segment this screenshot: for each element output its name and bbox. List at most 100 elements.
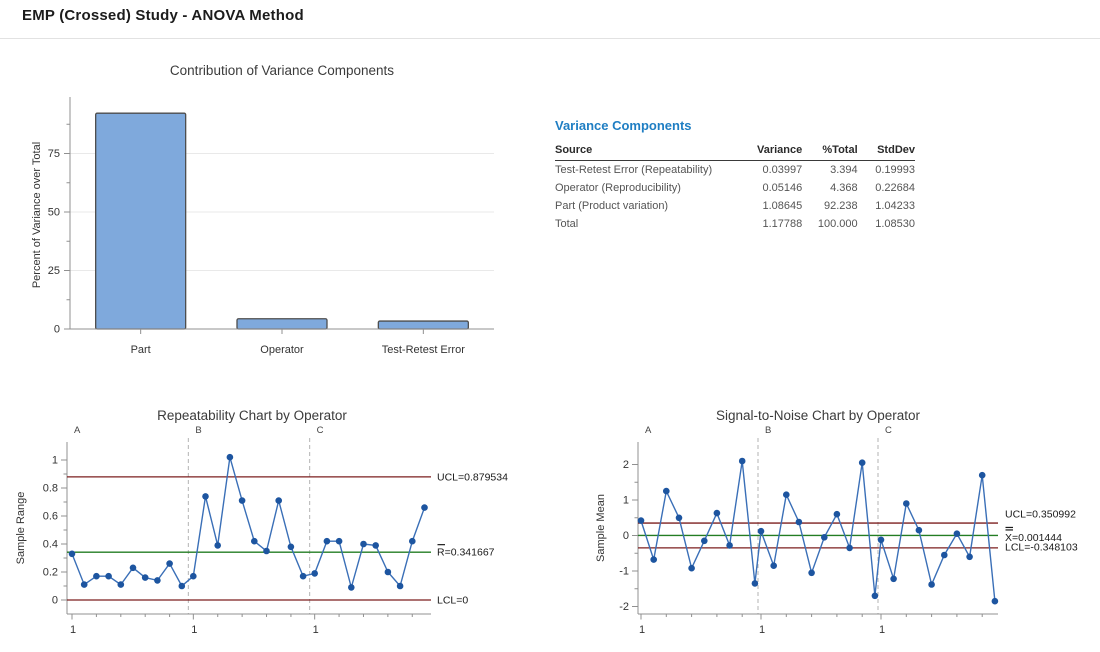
variance-components-table: Source Variance %Total StdDev Test-Retest E… (555, 142, 915, 233)
svg-text:Test-Retest Error: Test-Retest Error (382, 344, 465, 356)
svg-text:-2: -2 (619, 601, 629, 613)
svg-text:Signal-to-Noise Chart by Opera: Signal-to-Noise Chart by Operator (716, 408, 921, 423)
cell: 0.03997 (762, 164, 803, 176)
cell: 1.08645 (762, 200, 803, 212)
control-line-Rbar: R=0.341667 (67, 544, 495, 559)
table-header: Source Variance %Total StdDev (555, 142, 915, 161)
signal-to-noise-control-chart: Signal-to-Noise Chart by Operator -2 -1 0 1 2… (595, 408, 1078, 636)
cell: Operator (Reproducibility) (555, 182, 681, 194)
contribution-bar-chart: Contribution of Variance Components 0 25 50… (31, 63, 494, 356)
variance-components-panel: Variance Components Source Variance %Total… (555, 118, 915, 233)
data-points (68, 453, 428, 591)
chart-title: Contribution of Variance Components (170, 63, 394, 78)
svg-text:B: B (765, 425, 771, 436)
cell: 92.238 (824, 200, 858, 212)
svg-text:1: 1 (759, 624, 765, 636)
svg-text:UCL=0.350992: UCL=0.350992 (1005, 509, 1076, 521)
table-row: Total 1.17788 100.000 1.08530 (555, 215, 915, 233)
section-markers: A B C (74, 425, 324, 614)
column-header: Source (555, 142, 741, 161)
svg-text:1: 1 (313, 624, 319, 636)
cell: Test-Retest Error (Repeatability) (555, 164, 713, 176)
svg-text:Sample Mean: Sample Mean (595, 494, 607, 562)
control-line-UCL: UCL=0.350992 (638, 509, 1076, 524)
svg-text:0: 0 (52, 595, 58, 607)
cell: 1.08530 (875, 218, 915, 230)
bar-operator (236, 318, 328, 330)
y-axis: 0 0.2 0.4 0.6 0.8 1 (43, 442, 68, 614)
variance-components-heading: Variance Components (555, 118, 692, 133)
svg-text:25: 25 (48, 265, 60, 277)
cell: 3.394 (830, 164, 858, 176)
table-row: Part (Product variation) 1.08645 92.238 1.0… (555, 197, 915, 215)
data-line (640, 460, 996, 602)
control-line-Xbar: X=0.001444 (638, 526, 1062, 544)
svg-text:UCL=0.879534: UCL=0.879534 (437, 471, 508, 483)
svg-text:Contribution of Variance Compo: Contribution of Variance Components (170, 63, 394, 78)
svg-text:50: 50 (48, 207, 60, 219)
page-title: EMP (Crossed) Study - ANOVA Method (22, 7, 304, 24)
table-row: Operator (Reproducibility) 0.05146 4.368 0.… (555, 179, 915, 197)
cell: 4.368 (830, 182, 858, 194)
bar-part (95, 112, 187, 330)
svg-text:LCL=-0.348103: LCL=-0.348103 (1005, 541, 1078, 553)
cell: Total (555, 218, 579, 230)
svg-text:0: 0 (54, 324, 60, 336)
svg-text:0.4: 0.4 (43, 539, 58, 551)
svg-text:Operator: Operator (260, 344, 304, 356)
svg-text:C: C (317, 425, 324, 436)
repeatability-control-chart: Repeatability Chart by Operator 0 0.2 0.4 0.… (15, 408, 508, 636)
svg-text:X=0.001444: X=0.001444 (1005, 532, 1062, 544)
svg-text:R=0.341667: R=0.341667 (437, 547, 495, 559)
section-markers: A B C (645, 425, 892, 614)
y-axis-label: Sample Mean (595, 494, 607, 562)
svg-text:B: B (195, 425, 201, 436)
chart-title: Signal-to-Noise Chart by Operator (716, 408, 921, 423)
control-line-LCL: LCL=0 (67, 595, 468, 607)
column-header: StdDev (857, 142, 915, 161)
cell: 0.22684 (875, 182, 915, 194)
cell: Part (Product variation) (555, 200, 669, 212)
x-axis: Part Operator Test-Retest Error (70, 328, 494, 356)
svg-text:A: A (74, 425, 81, 436)
svg-text:0.2: 0.2 (43, 567, 58, 579)
bars (95, 112, 469, 330)
svg-text:Sample Range: Sample Range (15, 492, 27, 565)
bar-test-retest-error (377, 320, 469, 330)
cell: 0.19993 (875, 164, 915, 176)
x-axis: 1 1 1 (638, 613, 998, 636)
svg-text:1: 1 (70, 624, 76, 636)
y-axis: -2 -1 0 1 2 (619, 442, 639, 614)
svg-text:Repeatability Chart by Operato: Repeatability Chart by Operator (157, 408, 347, 423)
table-row: Test-Retest Error (Repeatability) 0.03997… (555, 161, 915, 180)
cell: 100.000 (817, 218, 858, 230)
svg-text:-1: -1 (619, 566, 629, 578)
svg-text:C: C (885, 425, 892, 436)
column-header: Variance (740, 142, 803, 161)
svg-text:75: 75 (48, 148, 60, 160)
chart-title: Repeatability Chart by Operator (157, 408, 347, 423)
svg-text:0.8: 0.8 (43, 483, 58, 495)
column-header: %Total (802, 142, 858, 161)
x-axis: 1 1 1 (67, 613, 431, 636)
data-points (637, 457, 999, 605)
cell: 0.05146 (762, 182, 803, 194)
svg-text:2: 2 (623, 459, 629, 471)
y-axis-label: Sample Range (15, 492, 27, 565)
svg-text:A: A (645, 425, 652, 436)
y-axis-label: Percent of Variance over Total (31, 142, 43, 288)
title-divider (0, 38, 1100, 39)
y-axis: 0 25 50 75 (48, 97, 71, 336)
svg-text:1: 1 (191, 624, 197, 636)
control-line-UCL: UCL=0.879534 (67, 471, 508, 483)
svg-text:Part: Part (131, 344, 151, 356)
cell: 1.17788 (762, 218, 803, 230)
svg-text:1: 1 (879, 624, 885, 636)
svg-text:1: 1 (623, 495, 629, 507)
svg-text:0: 0 (623, 530, 629, 542)
svg-text:Percent of Variance over Total: Percent of Variance over Total (31, 142, 43, 288)
svg-text:1: 1 (639, 624, 645, 636)
control-line-LCL: LCL=-0.348103 (638, 541, 1078, 553)
svg-text:LCL=0: LCL=0 (437, 595, 468, 607)
